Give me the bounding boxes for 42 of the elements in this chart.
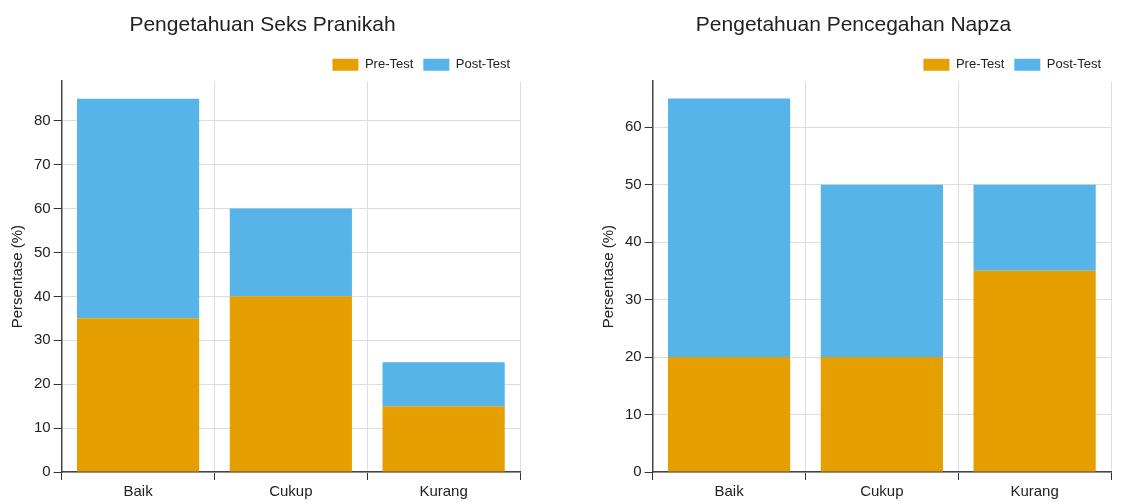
y-tick-label: 40 [34,286,51,304]
chart-title: Pengetahuan Seks Pranikah [129,12,396,36]
y-axis-title: Persentase (%) [599,224,617,329]
x-tick-label: Kurang [1010,482,1059,500]
bar [667,357,791,472]
y-tick-label: 0 [42,462,51,480]
x-tick-label: Baik [123,482,154,500]
y-tick-label: 50 [34,242,51,260]
y-tick-label: 80 [34,110,51,128]
y-tick-label: 0 [633,462,642,480]
bar [76,98,200,319]
bar [820,184,943,358]
x-tick-label: Kurang [419,482,468,500]
bar [229,296,352,472]
x-tick-label: Baik [714,482,745,500]
y-tick-label: 60 [625,117,642,135]
y-tick-label: 70 [34,154,51,172]
y-tick-label: 40 [625,232,642,250]
bar [76,318,200,472]
bar [973,184,1096,271]
y-tick-label: 10 [34,418,51,436]
x-tick-label: Cukup [860,482,904,500]
y-tick-label: 50 [625,174,642,192]
bar [973,270,1096,472]
bar [229,208,352,297]
y-axis-title: Persentase (%) [8,224,26,329]
bar [820,357,943,472]
bar [382,406,505,472]
y-tick-label: 60 [34,198,51,216]
x-tick-label: Cukup [269,482,313,500]
bar [667,98,791,358]
legend-label: Post-Test [455,56,511,72]
legend-label: Post-Test [1046,56,1102,72]
y-tick-label: 20 [625,347,642,365]
chart-title: Pengetahuan Pencegahan Napza [695,12,1012,36]
legend-label: Pre-Test [364,56,414,72]
y-tick-label: 10 [625,404,642,422]
legend-label: Pre-Test [955,56,1005,72]
bar [382,362,505,407]
y-tick-label: 30 [625,289,642,307]
y-tick-label: 20 [34,374,51,392]
y-tick-label: 30 [34,330,51,348]
